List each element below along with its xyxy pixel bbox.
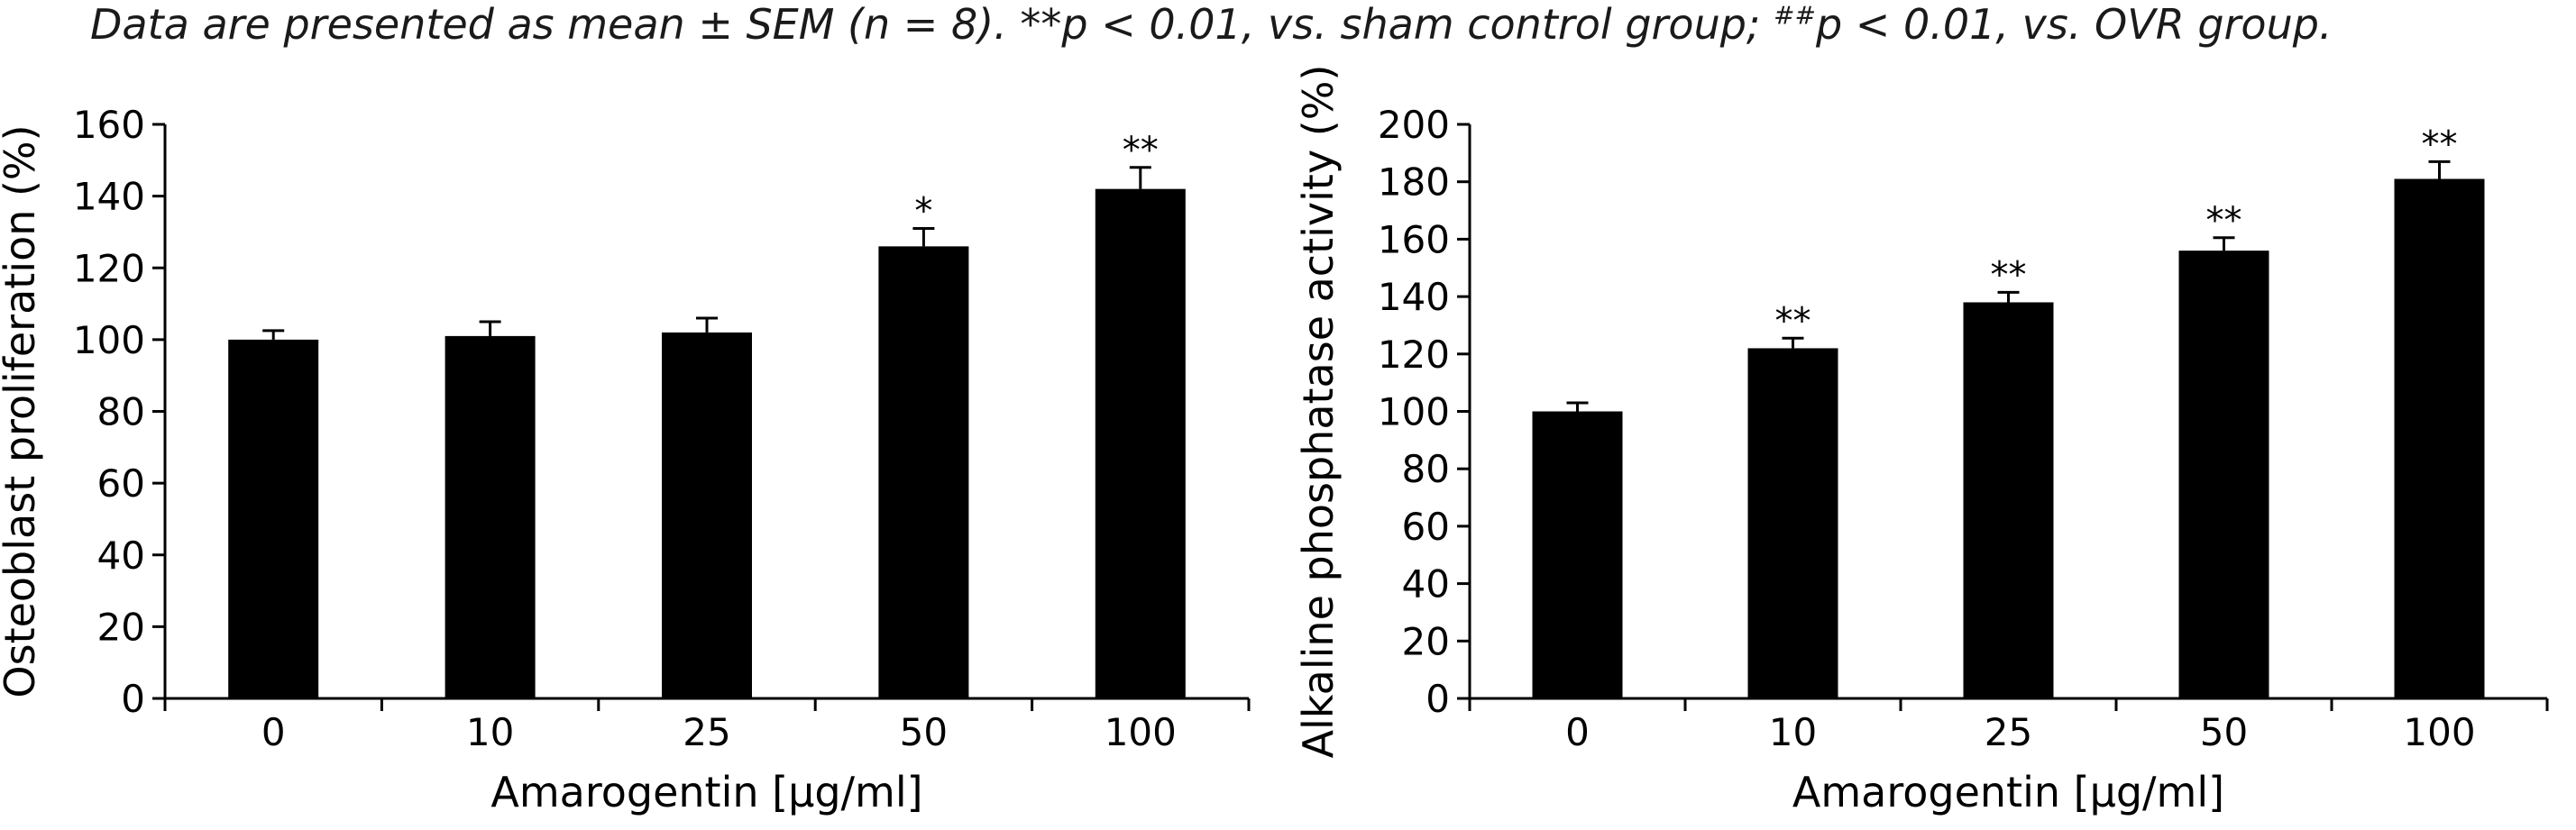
- x-tick-label: 100: [2403, 710, 2475, 754]
- bar-10: [445, 335, 536, 698]
- y-tick-label: 120: [73, 246, 145, 290]
- y-tick-label: 200: [1378, 103, 1450, 147]
- alkaline-phosphatase-chart: 0 20 40 60 80 100 120 140 160 180 200 0 10 ** 25 ** 50 **…: [1294, 65, 2549, 816]
- caption-superscript: ##: [1774, 0, 1816, 31]
- y-tick-label: 160: [73, 103, 145, 147]
- y-tick-label: 20: [1402, 619, 1450, 663]
- y-tick-label: 60: [1402, 505, 1450, 549]
- y-tick-label: 0: [121, 677, 145, 721]
- bar-50: [2178, 251, 2269, 698]
- bar-0: [1532, 411, 1623, 698]
- y-tick-label: 100: [1378, 390, 1450, 434]
- y-tick-label: 140: [1378, 275, 1450, 319]
- x-axis-title: Amarogentin [µg/ml]: [490, 768, 922, 816]
- bar-0: [228, 339, 319, 698]
- x-tick-label: 10: [1769, 710, 1817, 754]
- y-tick-label: 120: [1378, 333, 1450, 377]
- x-tick-label: 10: [466, 710, 514, 754]
- y-tick-label: 160: [1378, 217, 1450, 261]
- caption-text: Data are presented as mean ± SEM (n = 8)…: [90, 0, 1774, 49]
- bar-10: [1747, 348, 1838, 698]
- x-tick-label: 0: [1565, 710, 1590, 754]
- x-axis-title: Amarogentin [µg/ml]: [1792, 768, 2224, 816]
- y-tick-label: 80: [97, 390, 145, 434]
- y-tick-label: 100: [73, 318, 145, 362]
- x-tick-label: 25: [1985, 710, 2032, 754]
- y-tick-label: 20: [97, 605, 145, 649]
- y-tick-label: 180: [1378, 160, 1450, 205]
- y-tick-label: 40: [1402, 562, 1450, 607]
- y-tick-label: 60: [97, 461, 145, 506]
- significance-marker: **: [1991, 254, 2027, 296]
- y-tick-label: 0: [1426, 677, 1450, 721]
- x-tick-label: 25: [683, 710, 730, 754]
- x-tick-label: 0: [261, 710, 286, 754]
- caption-text: p < 0.01, vs. OVR group.: [1815, 0, 2333, 49]
- significance-marker: **: [1123, 130, 1159, 171]
- significance-marker: **: [2422, 123, 2458, 165]
- y-tick-label: 80: [1402, 447, 1450, 491]
- bar-25: [1963, 302, 2054, 698]
- y-axis-title: Alkaline phosphatase activity (%): [1294, 65, 1343, 759]
- significance-marker: **: [1775, 300, 1811, 342]
- bar-100: [2394, 178, 2485, 698]
- x-tick-label: 50: [2200, 710, 2248, 754]
- x-tick-label: 100: [1105, 710, 1177, 754]
- significance-marker: *: [914, 190, 932, 232]
- y-tick-label: 40: [97, 534, 145, 578]
- y-tick-label: 140: [73, 175, 145, 219]
- figure-caption: Data are presented as mean ± SEM (n = 8)…: [90, 0, 2525, 49]
- bar-50: [878, 246, 969, 698]
- y-axis-title: Osteoblast proliferation (%): [0, 124, 44, 698]
- x-tick-label: 50: [900, 710, 948, 754]
- significance-marker: **: [2206, 200, 2242, 242]
- bar-100: [1095, 188, 1186, 699]
- bar-25: [662, 332, 752, 698]
- osteoblast-proliferation-chart: 0 20 40 60 80 100 120 140 160 0 10 25 50 * 100 ** Amarog…: [0, 103, 1251, 816]
